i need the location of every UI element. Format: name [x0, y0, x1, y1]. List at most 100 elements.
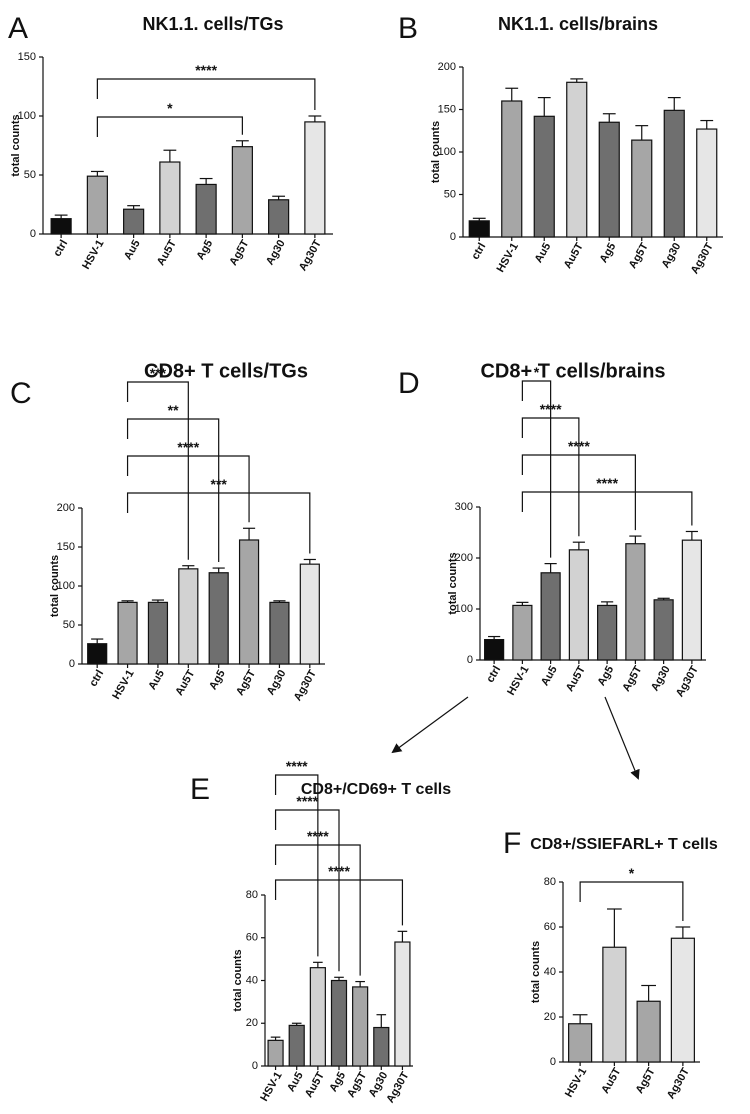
bar-ag30t: [394, 941, 411, 1067]
x-tick-label-au5t: Au5T: [562, 241, 586, 271]
y-axis-title: total counts: [10, 114, 22, 176]
bar-hsv1: [512, 604, 533, 661]
chart-title: CD8+ T cells/TGs: [144, 360, 308, 382]
bar-ag30t: [681, 539, 702, 661]
significance-label: ***: [150, 365, 167, 381]
bar-ag5: [195, 183, 217, 235]
x-tick-label-ctrl: ctrl: [51, 238, 70, 259]
significance-label: ***: [211, 476, 228, 492]
chart-title: CD8+ T cells/brains: [480, 360, 665, 382]
bar-au5t: [178, 568, 199, 665]
significance-bracket: [521, 380, 552, 558]
x-tick-label-hsv1: HSV-1: [258, 1070, 284, 1104]
bar-ctrl: [484, 638, 505, 661]
significance-bracket: [274, 774, 319, 957]
x-tick-label-au5: Au5: [539, 664, 560, 688]
x-tick-label-ag30: Ag30: [660, 241, 684, 270]
x-tick-label-ag30t: Ag30T: [689, 241, 716, 276]
y-axis-title: total counts: [430, 121, 442, 183]
x-tick-label-ag30: Ag30: [264, 238, 288, 267]
panel-f-chart: F CD8+/SSIEFARL+ T cells 0 20 40 60 80 total co…: [503, 827, 718, 1101]
panel-a-chart: A NK1.1. cells/TGs 0 50 100 150 total counts ct…: [8, 12, 333, 273]
significance-label: ****: [328, 863, 350, 879]
x-tick-label-au5t: Au5T: [155, 238, 179, 268]
significance-bracket: [274, 809, 340, 972]
y-tick-label: 50: [63, 619, 75, 631]
bar-au5t: [309, 967, 326, 1067]
y-tick-label: 0: [467, 654, 473, 666]
bar-ag5t: [352, 986, 369, 1067]
significance-bracket: [579, 881, 684, 921]
bar-ag30: [268, 199, 290, 235]
significance-label: ****: [296, 793, 318, 809]
x-tick-label-au5: Au5: [146, 668, 167, 692]
x-tick-label-au5t: Au5T: [564, 664, 588, 694]
significance-bracket: [126, 381, 189, 560]
bar-ag5: [597, 604, 618, 661]
x-tick-label-ctrl: ctrl: [87, 668, 106, 689]
x-tick-label-ag5: Ag5: [207, 668, 228, 692]
y-tick-label: 100: [57, 580, 75, 592]
significance-bracket: [274, 844, 361, 976]
significance-bracket: [126, 492, 311, 554]
bar-ag5t: [631, 139, 653, 238]
bar-hsv1: [568, 1023, 593, 1063]
bar-ag30t: [299, 563, 320, 665]
bar-ag5t: [238, 539, 260, 665]
x-tick-label-ag30: Ag30: [265, 668, 289, 697]
x-tick-label-ag5t: Ag5T: [620, 664, 644, 694]
panel-letter: C: [10, 377, 32, 410]
y-tick-label: 0: [69, 658, 75, 670]
bar-ctrl: [50, 218, 72, 235]
bar-ag5: [208, 572, 229, 665]
panel-letter: F: [503, 827, 521, 860]
bar-au5t: [602, 946, 627, 1063]
bar-ag5t: [231, 146, 253, 235]
significance-label: ****: [568, 438, 590, 454]
y-tick-label: 50: [444, 188, 456, 200]
bar-hsv1: [117, 601, 138, 665]
y-tick-label: 60: [544, 921, 556, 933]
bar-hsv1: [86, 175, 108, 235]
y-tick-label: 50: [24, 169, 36, 181]
y-tick-label: 20: [246, 1017, 258, 1029]
flow-arrows: [391, 696, 640, 780]
y-tick-label: 200: [438, 61, 456, 73]
panel-c-chart: C CD8+ T cells/TGs 0 50 100 150 200 total count…: [10, 360, 325, 703]
arrow-d-to-f: [604, 696, 640, 780]
significance-label: *: [534, 364, 540, 380]
significance-label: *: [629, 865, 635, 881]
bar-ag30: [663, 109, 685, 238]
y-axis-title: total counts: [232, 949, 244, 1011]
significance-bracket: [96, 78, 316, 110]
panel-letter: E: [190, 773, 210, 806]
chart-title: NK1.1. cells/brains: [498, 14, 658, 34]
x-tick-label-au5: Au5: [533, 241, 554, 265]
x-tick-label-ag30t: Ag30T: [297, 238, 324, 273]
x-tick-label-au5t: Au5T: [173, 668, 197, 698]
y-tick-label: 80: [246, 889, 258, 901]
y-tick-label: 300: [455, 501, 473, 513]
y-tick-label: 150: [57, 541, 75, 553]
x-tick-label-ag5: Ag5: [598, 241, 619, 265]
x-tick-label-ctrl: ctrl: [484, 664, 503, 685]
arrow-d-to-e: [391, 696, 469, 754]
x-tick-label-ag5t: Ag5T: [234, 668, 258, 698]
bar-au5t: [568, 549, 589, 661]
y-tick-label: 60: [246, 932, 258, 944]
y-tick-label: 150: [18, 51, 36, 63]
y-tick-label: 100: [18, 110, 36, 122]
significance-label: *: [167, 100, 173, 116]
y-tick-label: 40: [246, 974, 258, 986]
significance-label: ****: [540, 401, 562, 417]
significance-bracket: [521, 417, 580, 537]
significance-label: ****: [286, 758, 308, 774]
x-tick-label-ag30t: Ag30T: [674, 664, 701, 699]
significance-label: **: [168, 402, 179, 418]
x-tick-label-ag5t: Ag5T: [227, 238, 251, 268]
x-tick-label-hsv1: HSV-1: [563, 1066, 589, 1100]
x-tick-label-au5t: Au5T: [303, 1070, 327, 1100]
y-tick-label: 20: [544, 1011, 556, 1023]
bar-ag30: [373, 1026, 390, 1067]
significance-bracket: [96, 116, 243, 137]
